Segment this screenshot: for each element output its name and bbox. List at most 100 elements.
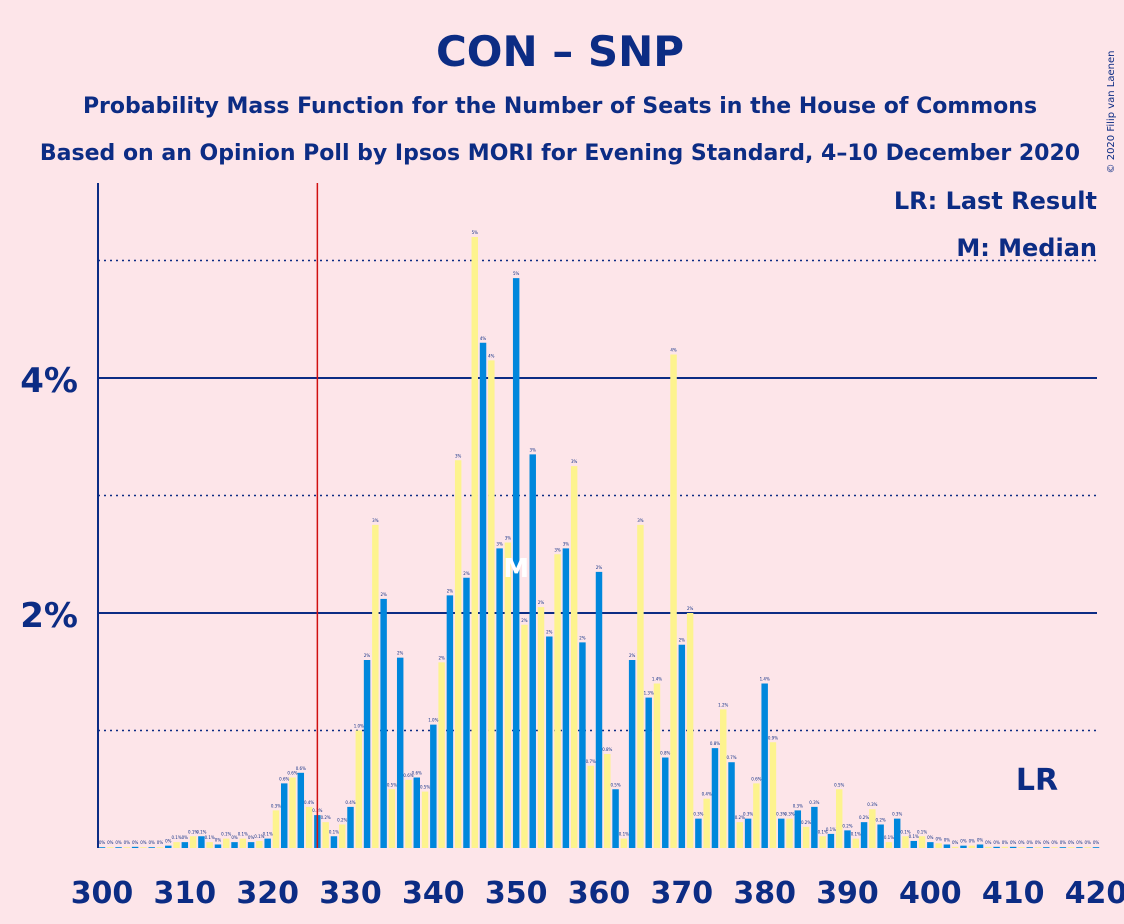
bar-seat-357 — [570, 466, 578, 849]
bar-seat-378 — [744, 818, 752, 849]
bar-value-label: 0% — [165, 839, 172, 844]
bar-value-label: 0% — [1085, 840, 1092, 845]
bar-seat-402 — [943, 844, 951, 848]
bar-seat-331 — [355, 730, 363, 848]
bar-value-label: 0% — [1051, 840, 1058, 845]
bar-seat-372 — [695, 818, 702, 849]
bar-seat-335 — [388, 789, 396, 848]
bar-value-label: 0% — [1018, 840, 1025, 845]
bar-value-label: 1.0% — [428, 718, 438, 723]
bar-value-label: 0.3% — [271, 803, 281, 808]
bar-value-label: 0% — [1043, 840, 1050, 845]
bar-seat-338 — [413, 777, 420, 848]
bar-seat-349 — [504, 542, 512, 848]
x-tick-label: 410 — [982, 876, 1045, 911]
bar-value-label: 0.1% — [221, 832, 231, 837]
bar-seat-405 — [968, 845, 975, 848]
bar-seat-416 — [1059, 847, 1067, 848]
bar-seat-351 — [521, 624, 528, 848]
bar-value-label: 0.2% — [735, 815, 745, 820]
bar-value-label: 0.2% — [842, 823, 852, 828]
bar-seat-303 — [123, 847, 131, 848]
bar-value-label: 0% — [115, 840, 122, 845]
bar-value-label: 0.6% — [287, 771, 297, 776]
bar-value-label: 0.3% — [784, 812, 794, 817]
bar-value-label: 0% — [248, 835, 255, 840]
bar-seat-389 — [835, 789, 843, 848]
bar-value-label: 0.3% — [892, 812, 902, 817]
bar-value-label: 4% — [670, 348, 677, 353]
bar-seat-392 — [860, 822, 868, 848]
bar-value-label: 0% — [1093, 840, 1100, 845]
bar-value-label: 0.1% — [254, 834, 264, 839]
bar-seat-417 — [1067, 847, 1075, 848]
bar-seat-374 — [711, 748, 719, 849]
bar-value-label: 0% — [132, 840, 139, 845]
bar-value-label: 3% — [571, 459, 578, 464]
bar-value-label: 0.2% — [321, 815, 331, 820]
bar-seat-394 — [877, 824, 884, 848]
bar-seat-312 — [198, 836, 205, 848]
bar-seat-406 — [976, 844, 984, 848]
bar-value-label: 0% — [1002, 840, 1009, 845]
bar-seat-396 — [893, 818, 901, 849]
bar-seat-332 — [363, 660, 371, 848]
bar-seat-302 — [115, 847, 122, 848]
bar-value-label: 0.1% — [851, 832, 861, 837]
bar-value-label: 0% — [952, 840, 959, 845]
bar-value-label: 0.3% — [809, 800, 819, 805]
bar-seat-408 — [993, 846, 1000, 849]
bar-value-label: 0.1% — [826, 827, 836, 832]
bar-value-label: 0.4% — [345, 800, 355, 805]
bar-seat-337 — [405, 779, 412, 848]
bar-value-label: 0% — [1068, 840, 1075, 845]
bar-seat-361 — [604, 754, 611, 848]
bar-seat-329 — [338, 824, 346, 848]
bar-value-label: 2% — [687, 606, 694, 611]
x-tick-label: 310 — [153, 876, 216, 911]
bar-value-label: 0% — [140, 840, 147, 845]
bar-value-label: 0.5% — [420, 785, 430, 790]
bar-value-label: 0% — [107, 840, 114, 845]
bar-value-label: 0.5% — [834, 782, 844, 787]
bar-value-label: 0.2% — [337, 818, 347, 823]
bar-value-label: 0% — [935, 836, 942, 841]
x-tick-label: 300 — [71, 876, 134, 911]
bar-value-label: 5% — [513, 271, 520, 276]
bar-seat-404 — [960, 845, 967, 848]
bar-value-label: 0% — [960, 839, 967, 844]
bar-seat-383 — [786, 818, 793, 849]
bar-value-label: 0.6% — [279, 776, 289, 781]
bar-value-label: 0.3% — [743, 812, 753, 817]
bar-seat-387 — [819, 836, 826, 848]
x-tick-label: 350 — [485, 876, 548, 911]
bar-value-label: 0.9% — [768, 735, 778, 740]
bar-value-label: 0% — [1010, 840, 1017, 845]
bar-seat-363 — [620, 838, 628, 848]
median-marker: M — [503, 554, 529, 584]
bar-seat-382 — [778, 818, 785, 849]
bar-value-label: 3% — [505, 536, 512, 541]
bar-value-label: 0.1% — [917, 829, 927, 834]
bar-value-label: 3% — [530, 447, 537, 452]
bar-seat-313 — [206, 842, 213, 849]
x-tick-label: 340 — [402, 876, 465, 911]
bar-value-label: 0.7% — [726, 755, 736, 760]
bar-value-label: 0.2% — [859, 815, 869, 820]
bar-seat-340 — [430, 724, 437, 849]
x-tick-label: 360 — [568, 876, 631, 911]
x-tick-label: 420 — [1065, 876, 1124, 911]
bar-seat-348 — [496, 548, 503, 849]
bar-seat-327 — [322, 822, 329, 848]
x-tick-label: 320 — [236, 876, 299, 911]
bar-value-label: 0% — [927, 835, 934, 840]
bar-value-label: 2% — [538, 600, 545, 605]
bar-value-label: 0.1% — [884, 835, 894, 840]
bar-value-label: 0.6% — [751, 776, 761, 781]
bar-seat-306 — [148, 847, 155, 848]
bar-value-label: 0.1% — [909, 834, 919, 839]
bar-seat-343 — [454, 460, 462, 848]
bar-seat-320 — [264, 838, 271, 848]
bar-seat-377 — [736, 822, 744, 848]
